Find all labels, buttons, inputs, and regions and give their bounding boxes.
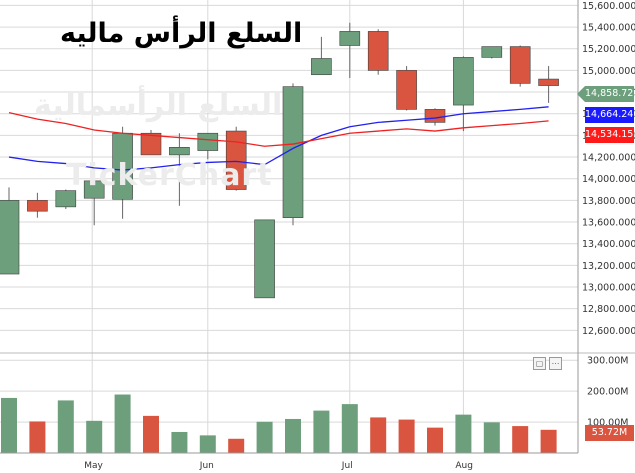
candle-up: [169, 146, 190, 156]
candle-down: [27, 200, 48, 212]
price-tick-label: 13,800.000: [582, 196, 635, 207]
watermark-arabic: السلع الرأسمالية: [34, 88, 283, 123]
candle-up: [282, 86, 304, 218]
volume-bar: [455, 414, 472, 453]
volume-bar: [313, 410, 330, 453]
price-tick-label: 13,000.000: [582, 283, 635, 294]
volume-bar: [1, 397, 17, 453]
last-price-label: 14,858.720: [577, 86, 635, 102]
volume-bar: [86, 420, 103, 453]
price-tick-label: 13,400.000: [582, 239, 635, 250]
candle-up: [481, 46, 503, 58]
volume-bar: [483, 422, 500, 453]
blue-ma-label: 14,664.246: [585, 107, 635, 123]
volume-bar: [398, 419, 415, 453]
candle-up: [453, 57, 474, 106]
volume-bar: [512, 426, 529, 453]
price-tick-label: 15,600.000: [582, 1, 635, 12]
volume-bar: [114, 394, 131, 453]
volume-bar: [427, 427, 443, 453]
volume-bar: [29, 421, 46, 453]
volume-bar: [199, 435, 216, 453]
candle-up: [0, 200, 20, 275]
candle-up: [55, 190, 77, 208]
price-tick-label: 15,400.000: [582, 23, 635, 34]
volume-tick-label: 200.00M: [587, 387, 628, 398]
candle-down: [509, 46, 531, 84]
moving-average-line: [8, 106, 549, 171]
candle-up: [311, 58, 332, 76]
volume-bar: [171, 431, 188, 453]
window-restore-icon[interactable]: ▢: [533, 357, 546, 370]
volume-bar: [143, 415, 159, 453]
volume-bar: [370, 417, 387, 453]
volume-tick-label: 300.00M: [587, 356, 628, 367]
candle-down: [367, 31, 389, 71]
price-tick-label: 12,600.000: [582, 326, 635, 337]
candle-up: [339, 31, 361, 46]
price-tick-label: 15,000.000: [582, 66, 635, 77]
chart-title: السلع الرأس ماليه: [60, 18, 303, 49]
candle-down: [396, 70, 417, 110]
red-ma-label: 14,534.155: [585, 127, 635, 143]
candle-down: [538, 78, 559, 86]
candle-down: [225, 130, 247, 190]
volume-bars: [1, 394, 557, 453]
candle-down: [424, 109, 446, 123]
volume-bar: [285, 418, 301, 453]
price-tick-label: 15,200.000: [582, 44, 635, 55]
volume-bar: [256, 421, 273, 453]
price-tick-label: 13,600.000: [582, 218, 635, 229]
volume-tick-label: 100.00M: [587, 418, 628, 429]
time-tick-label: Jun: [199, 461, 214, 471]
moving-average-lines: [8, 106, 549, 171]
time-tick-label: May: [84, 461, 103, 471]
grid-layer: [0, 0, 578, 453]
candles-layer: [0, 31, 559, 299]
candle-up: [83, 180, 105, 199]
volume-bar: [341, 404, 358, 453]
price-tick-label: 13,200.000: [582, 261, 635, 272]
candle-up: [254, 219, 275, 299]
volume-bar: [540, 429, 557, 453]
volume-value-label: 53.72M: [585, 425, 634, 441]
more-horizontal-icon[interactable]: ⋯: [549, 357, 562, 370]
price-tick-label: 14,000.000: [582, 174, 635, 185]
volume-bar: [57, 400, 74, 453]
moving-average-line: [8, 112, 549, 147]
candle-down: [140, 132, 162, 156]
watermark-brand: TickerChart: [66, 158, 273, 193]
candle-up: [197, 132, 219, 151]
time-tick-label: Aug: [455, 461, 473, 471]
time-tick-label: Jul: [341, 461, 353, 471]
price-tick-label: 12,800.000: [582, 304, 635, 315]
price-tick-label: 14,200.000: [582, 153, 635, 164]
volume-bar: [228, 438, 245, 453]
